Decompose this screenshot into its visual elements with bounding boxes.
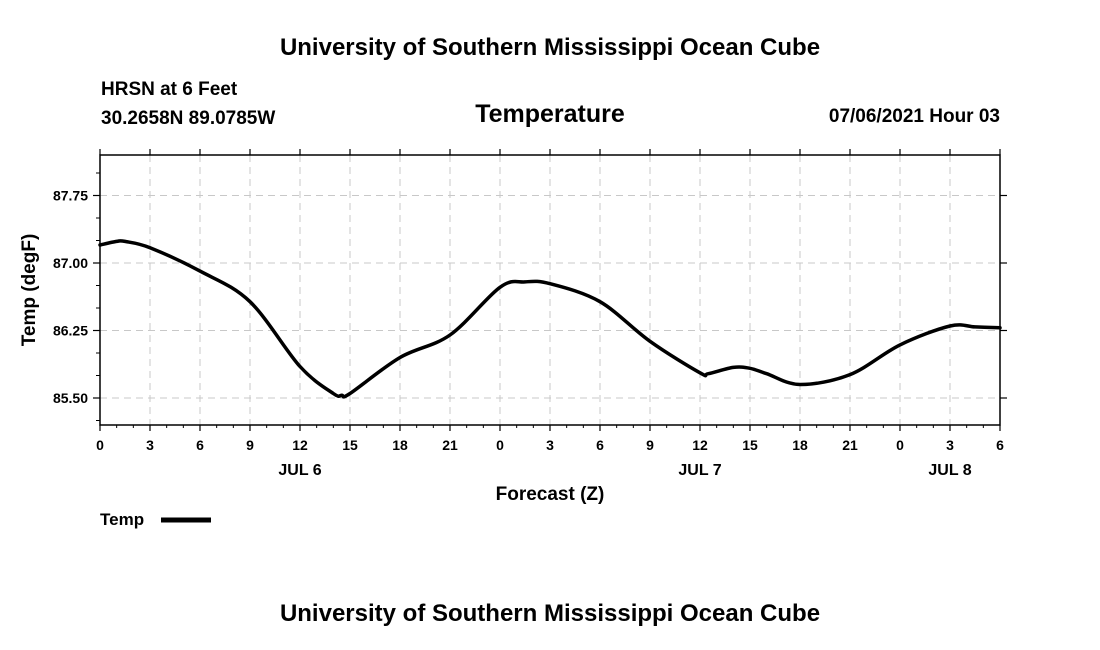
x-tick-label: 12 [692,437,708,453]
top-title: University of Southern Mississippi Ocean… [279,34,821,61]
x-tick-label: 15 [742,437,758,453]
x-tick-label: 18 [792,437,808,453]
x-tick-label: 0 [496,437,504,453]
station-name: HRSN at 6 Feet [101,79,238,100]
y-tick-label: 85.50 [53,390,88,406]
axis-ticks: 0 3 6 9 12 15 18 21 0 3 6 9 12 15 18 21 0 3 6 JUL 6 JUL 7 JUL… [53,149,1007,479]
x-tick-label: 0 [896,437,904,453]
x-tick-label: 9 [246,437,254,453]
x-tick-label: 9 [646,437,654,453]
day-label: JUL 6 [278,462,321,479]
x-tick-label: 6 [996,437,1004,453]
chart-title: Temperature [475,100,625,128]
y-axis-label: Temp (degF) [19,234,40,347]
x-tick-label: 6 [196,437,204,453]
grid-lines [100,155,1000,425]
bottom-title: University of Southern Mississippi Ocean… [279,600,821,627]
x-tick-label: 3 [546,437,554,453]
y-tick-label: 86.25 [53,323,88,339]
x-tick-label: 0 [96,437,104,453]
x-tick-label: 3 [146,437,154,453]
legend-label-temp: Temp [100,510,144,529]
x-tick-label: 12 [292,437,308,453]
x-tick-label: 6 [596,437,604,453]
x-tick-label: 3 [946,437,954,453]
x-tick-label: 21 [842,437,858,453]
y-tick-label: 87.75 [53,188,88,204]
x-axis-label: Forecast (Z) [496,484,605,505]
day-label: JUL 8 [928,462,971,479]
temp-series-line [98,239,1002,399]
day-label: JUL 7 [678,462,721,479]
x-tick-label: 15 [342,437,358,453]
station-coordinates: 30.2658N 89.0785W [101,108,276,129]
x-tick-label: 21 [442,437,458,453]
x-tick-label: 18 [392,437,408,453]
forecast-datetime: 07/06/2021 Hour 03 [828,106,1000,127]
y-tick-label: 87.00 [53,255,88,271]
